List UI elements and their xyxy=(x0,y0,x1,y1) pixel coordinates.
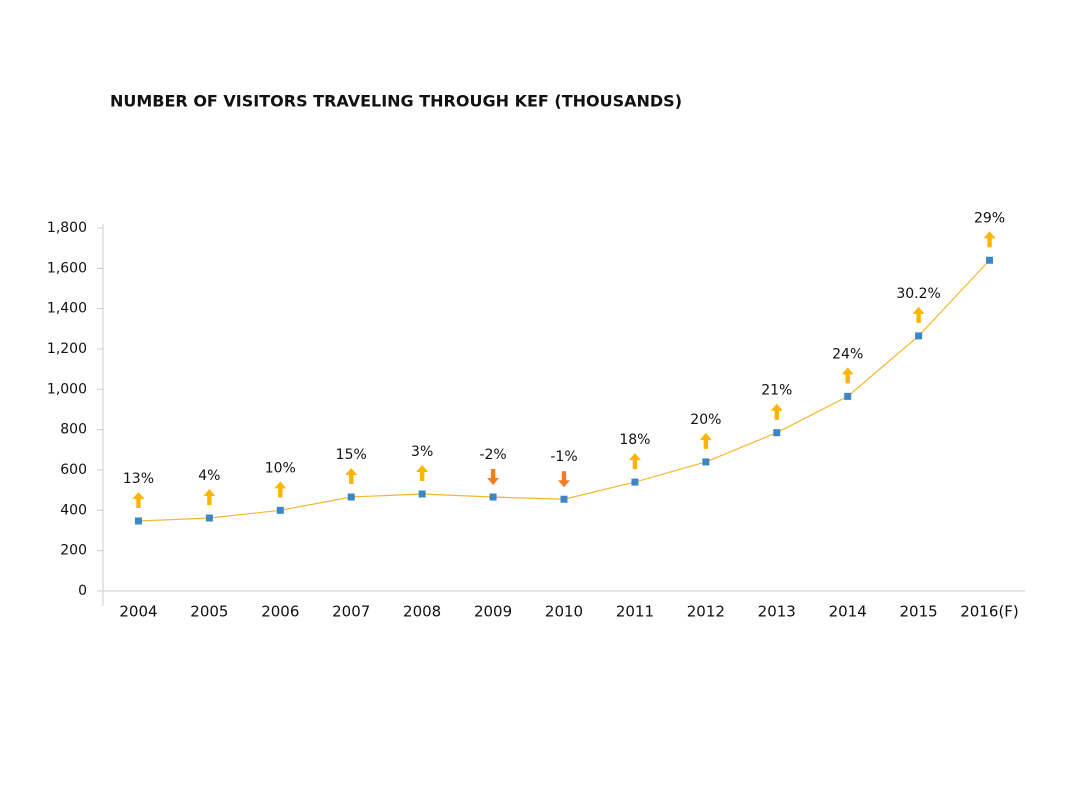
x-tick-label: 2010 xyxy=(545,603,583,621)
y-tick-label: 1,800 xyxy=(47,220,87,236)
data-point xyxy=(631,478,639,486)
x-tick-label: 2012 xyxy=(687,603,725,621)
data-point xyxy=(489,493,497,501)
data-point xyxy=(773,429,781,437)
x-tick-label: 2011 xyxy=(616,603,654,621)
growth-label: 13% xyxy=(123,471,154,487)
y-tick-label: 0 xyxy=(78,583,87,599)
x-tick-label: 2013 xyxy=(758,603,796,621)
y-tick-label: 1,000 xyxy=(47,381,87,397)
y-tick-label: 200 xyxy=(60,543,87,559)
growth-label: 29% xyxy=(974,210,1005,226)
up-arrow xyxy=(770,403,783,420)
data-point xyxy=(418,490,426,498)
x-tick-label: 2005 xyxy=(190,603,228,621)
y-tick-label: 400 xyxy=(60,502,87,518)
x-tick-label: 2016(F) xyxy=(960,603,1019,621)
data-point xyxy=(560,495,568,503)
data-point xyxy=(844,392,852,400)
y-tick-label: 600 xyxy=(60,462,87,478)
up-arrow xyxy=(699,432,712,449)
up-arrow xyxy=(416,464,429,481)
up-arrow xyxy=(628,453,641,470)
down-arrow xyxy=(487,469,500,486)
up-arrow xyxy=(841,367,854,384)
data-point xyxy=(134,517,142,525)
growth-label: 20% xyxy=(690,412,721,428)
growth-label: 15% xyxy=(336,447,367,463)
data-point xyxy=(347,493,355,501)
growth-label: 3% xyxy=(411,444,433,460)
up-arrow xyxy=(912,306,925,323)
growth-label: 10% xyxy=(265,460,296,476)
x-tick-label: 2014 xyxy=(829,603,867,621)
growth-label: 21% xyxy=(761,383,792,399)
data-point xyxy=(986,256,994,264)
growth-label: 30.2% xyxy=(896,286,940,302)
growth-label: -1% xyxy=(550,449,577,465)
down-arrow xyxy=(558,471,570,488)
up-arrow xyxy=(274,481,287,498)
data-point xyxy=(702,458,710,466)
growth-label: 18% xyxy=(619,432,650,448)
growth-label: -2% xyxy=(479,447,506,463)
data-point xyxy=(915,332,923,340)
y-tick-label: 1,400 xyxy=(47,301,87,317)
y-tick-label: 1,200 xyxy=(47,341,87,357)
x-tick-label: 2015 xyxy=(900,603,938,621)
up-arrow xyxy=(203,488,216,505)
up-arrow xyxy=(345,468,358,485)
y-tick-label: 1,600 xyxy=(47,260,87,276)
up-arrow xyxy=(983,231,996,248)
growth-label: 4% xyxy=(198,468,220,484)
x-tick-label: 2007 xyxy=(332,603,370,621)
data-point xyxy=(205,514,213,522)
growth-label: 24% xyxy=(832,346,863,362)
up-arrow xyxy=(132,492,145,509)
x-tick-label: 2004 xyxy=(119,603,157,621)
chart-title: NUMBER OF VISITORS TRAVELING THROUGH KEF… xyxy=(110,92,682,111)
data-point xyxy=(276,506,284,514)
x-tick-label: 2006 xyxy=(261,603,299,621)
x-tick-label: 2008 xyxy=(403,603,441,621)
x-tick-label: 2009 xyxy=(474,603,512,621)
y-tick-label: 800 xyxy=(60,422,87,438)
